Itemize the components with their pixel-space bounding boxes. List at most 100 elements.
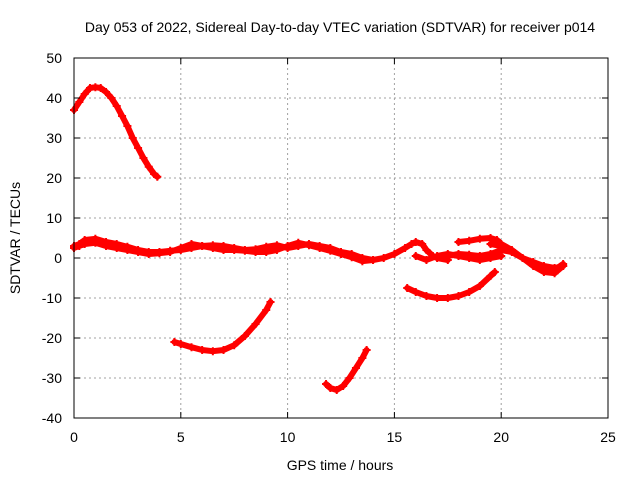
data-point: [411, 238, 420, 246]
data-point: [123, 246, 132, 254]
y-tick-label: -30: [42, 370, 62, 386]
grid: [74, 58, 608, 418]
data-point: [465, 236, 474, 245]
series-satellite-track-10: [486, 240, 568, 272]
data-point: [123, 122, 132, 130]
data-point: [559, 262, 568, 270]
data-point: [75, 98, 84, 106]
y-tick-label: -10: [42, 290, 62, 306]
data-point: [240, 246, 249, 255]
data-point: [369, 256, 378, 264]
y-tick-label: 10: [46, 210, 62, 226]
data-point: [240, 332, 249, 340]
data-point: [139, 154, 148, 162]
data-point: [176, 244, 185, 252]
x-tick-label: 25: [600, 429, 616, 445]
data-point: [465, 254, 474, 262]
data-point: [198, 346, 207, 354]
data-point: [170, 338, 179, 346]
data-point: [351, 364, 360, 372]
data-point: [539, 262, 548, 270]
data-point: [219, 346, 228, 354]
data-point: [490, 268, 499, 276]
data-point: [187, 240, 196, 248]
data-point: [272, 246, 281, 254]
data-point: [443, 294, 452, 302]
data-point: [134, 248, 143, 256]
series-satellite-track-5: [322, 346, 371, 394]
series-line: [404, 269, 498, 301]
x-tick-label: 0: [70, 429, 78, 445]
data-point: [80, 240, 89, 248]
data-point: [433, 294, 442, 302]
data-point: [155, 249, 164, 258]
data-point: [176, 340, 185, 348]
data-point: [411, 252, 420, 260]
y-tick-label: 50: [46, 50, 62, 66]
data-point: [322, 380, 331, 388]
data-point: [128, 134, 137, 142]
data-point: [134, 144, 143, 152]
data-point: [96, 84, 105, 92]
series-satellite-track-4: [170, 298, 275, 356]
data-point: [358, 257, 367, 266]
data-point: [230, 341, 239, 350]
data-point: [518, 254, 527, 262]
data-point: [118, 112, 127, 120]
data-point: [187, 343, 196, 352]
data-point: [418, 240, 427, 248]
data-point: [411, 288, 420, 296]
data-point: [326, 384, 335, 392]
data-point: [454, 238, 463, 246]
x-tick-label: 10: [280, 429, 296, 445]
data-point: [454, 292, 463, 300]
data-point: [112, 244, 121, 252]
data-point: [266, 298, 275, 306]
data-point: [497, 252, 506, 260]
ticks: [73, 57, 609, 419]
y-tick-label: 0: [54, 250, 62, 266]
data-point: [379, 254, 388, 262]
data-point: [262, 306, 271, 314]
series-satellite-track-11: [411, 250, 506, 264]
data-point: [332, 386, 341, 394]
data-point: [315, 244, 324, 252]
y-axis-title: SDTVAR / TECUs: [7, 182, 23, 294]
data-point: [454, 252, 463, 260]
data-point: [443, 250, 452, 258]
data-point: [219, 246, 228, 254]
data-point: [345, 374, 354, 382]
data-point: [304, 241, 313, 250]
series-satellite-track-7: [403, 268, 499, 302]
data-point: [401, 244, 410, 252]
data-point: [422, 292, 431, 300]
data-point: [486, 240, 495, 248]
data-point: [486, 254, 495, 262]
data-point: [403, 284, 412, 292]
data-point: [390, 250, 399, 258]
data-point: [166, 248, 175, 256]
series-group: [70, 83, 568, 394]
x-tick-label: 5: [177, 429, 185, 445]
data-point: [529, 258, 538, 266]
y-tick-label: 40: [46, 90, 62, 106]
data-point: [358, 354, 367, 362]
data-point: [230, 246, 239, 254]
data-point: [362, 346, 371, 354]
data-point: [475, 256, 484, 264]
data-point: [337, 250, 345, 258]
data-point: [422, 256, 431, 264]
y-tick-label: 20: [46, 170, 62, 186]
series-satellite-track-3: [70, 238, 378, 266]
data-point: [91, 238, 100, 247]
chart-title: Day 053 of 2022, Sidereal Day-to-day VTE…: [85, 19, 595, 35]
y-tick-label: 30: [46, 130, 62, 146]
y-tick-labels: -40 -30 -20 -10 0 10 20 30 40 50: [42, 50, 62, 426]
data-point: [107, 94, 116, 102]
x-axis-title: GPS time / hours: [287, 457, 394, 473]
data-point: [507, 248, 516, 256]
data-point: [433, 252, 442, 260]
data-point: [144, 162, 153, 171]
data-point: [339, 382, 348, 390]
